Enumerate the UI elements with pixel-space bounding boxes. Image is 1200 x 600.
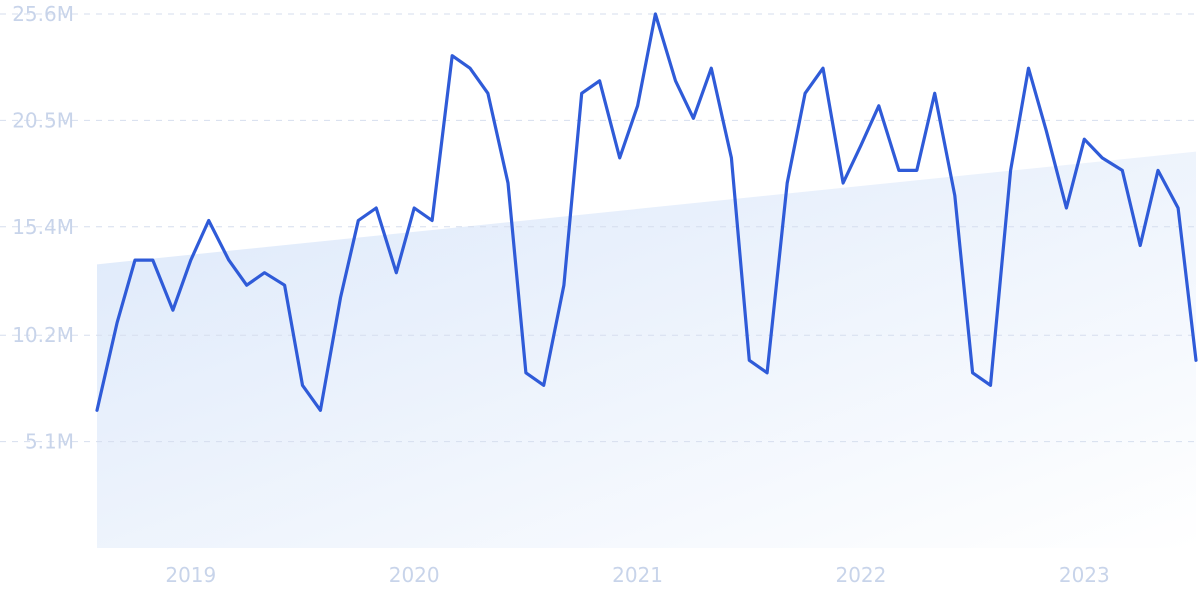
series-line xyxy=(95,12,1198,412)
x-tick-label: 2022 xyxy=(835,563,886,587)
y-tick-label: 20.5M xyxy=(12,108,74,132)
y-tick-label: 15.4M xyxy=(12,215,74,239)
y-tick-label: 5.1M xyxy=(25,430,74,454)
x-tick-label: 2020 xyxy=(389,563,440,587)
x-axis-tick-labels: 2019 2020 2021 2022 2023 xyxy=(165,563,1109,587)
y-axis-tick-labels: 5.1M 10.2M 15.4M 20.5M 25.6M xyxy=(12,2,74,454)
x-tick-label: 2023 xyxy=(1059,563,1110,587)
x-tick-label: 2019 xyxy=(165,563,216,587)
y-tick-label: 25.6M xyxy=(12,2,74,26)
x-tick-label: 2021 xyxy=(612,563,663,587)
gridlines xyxy=(0,13,1200,443)
trend-area xyxy=(97,151,1196,548)
trend-area-layer xyxy=(97,151,1196,548)
y-tick-label: 10.2M xyxy=(12,323,74,347)
series-layer xyxy=(95,12,1198,412)
